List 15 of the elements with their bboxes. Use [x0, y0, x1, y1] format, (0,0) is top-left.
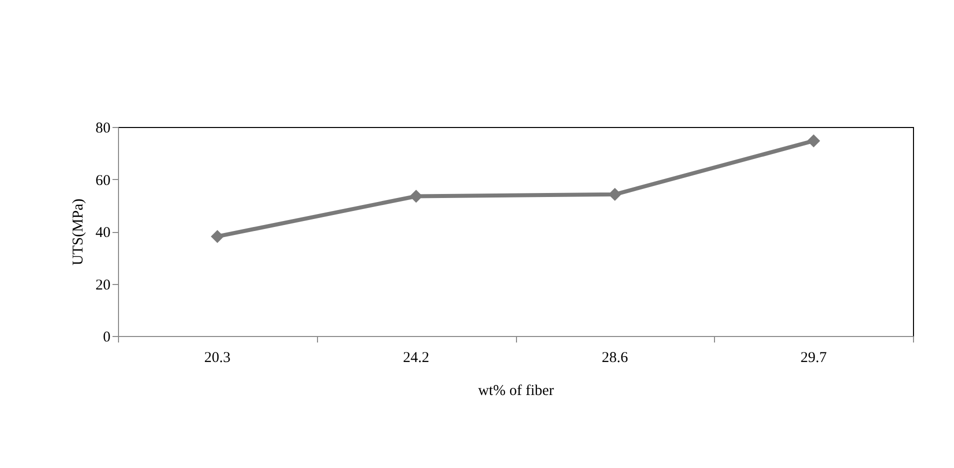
point	[210, 230, 224, 243]
y-axis-title: UTS(MPa)	[70, 198, 86, 266]
y-tick-label: 20	[96, 277, 110, 294]
x-axis-title: wt% of fiber	[478, 383, 554, 399]
x-tick-label: 24.2	[403, 350, 430, 366]
point	[608, 188, 622, 201]
x-tick-label: 20.3	[204, 350, 230, 366]
point	[807, 134, 820, 148]
y-tick-label: 0	[103, 330, 110, 346]
point	[410, 190, 423, 203]
y-tick-label: 40	[96, 225, 110, 241]
x-tick-label: 29.7	[800, 350, 828, 366]
x-tick-label: 28.6	[602, 350, 628, 366]
y-tick-label: 80	[96, 120, 110, 136]
y-tick-label: 60	[96, 172, 110, 189]
